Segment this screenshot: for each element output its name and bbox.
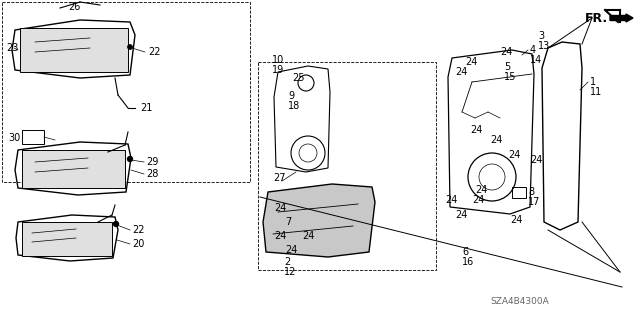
Text: 12: 12 (284, 267, 296, 277)
Bar (258, 62, 436, 270)
Text: 24: 24 (490, 135, 502, 145)
Text: 24: 24 (274, 231, 286, 241)
Text: FR.: FR. (585, 11, 608, 25)
Text: 27: 27 (273, 173, 285, 183)
Text: 26: 26 (68, 2, 81, 12)
Circle shape (127, 44, 132, 49)
Text: 2: 2 (284, 257, 291, 267)
Text: 4: 4 (530, 45, 536, 55)
Text: 11: 11 (590, 87, 602, 97)
Text: 23: 23 (6, 43, 19, 53)
Text: 24: 24 (472, 195, 484, 205)
Bar (22, 150, 125, 188)
Text: 24: 24 (475, 185, 488, 195)
Text: 24: 24 (302, 231, 314, 241)
Text: 7: 7 (285, 217, 291, 227)
Text: 24: 24 (455, 67, 467, 77)
Text: 18: 18 (288, 101, 300, 111)
Circle shape (113, 221, 118, 226)
Text: 22: 22 (148, 47, 161, 57)
Text: 24: 24 (455, 210, 467, 220)
Bar (22, 130, 44, 144)
Text: SZA4B4300A: SZA4B4300A (490, 298, 548, 307)
Text: 20: 20 (132, 239, 145, 249)
Text: 22: 22 (132, 225, 145, 235)
Text: 24: 24 (508, 150, 520, 160)
Text: 24: 24 (465, 57, 477, 67)
Text: 17: 17 (528, 197, 540, 207)
Text: 30: 30 (8, 133, 20, 143)
Circle shape (127, 157, 132, 161)
Bar (2, 2, 250, 182)
Text: 21: 21 (140, 103, 152, 113)
Text: 1: 1 (590, 77, 596, 87)
Bar (512, 187, 526, 198)
Text: 9: 9 (288, 91, 294, 101)
Text: 24: 24 (445, 195, 458, 205)
Bar (20, 28, 128, 72)
Text: 13: 13 (538, 41, 550, 51)
Bar (22, 222, 112, 256)
Text: 25: 25 (292, 73, 305, 83)
Text: 24: 24 (510, 215, 522, 225)
Text: 5: 5 (504, 62, 510, 72)
Text: 8: 8 (528, 187, 534, 197)
Text: 24: 24 (500, 47, 513, 57)
Text: 16: 16 (462, 257, 474, 267)
Text: 29: 29 (146, 157, 158, 167)
FancyArrow shape (610, 14, 633, 22)
Text: 14: 14 (530, 55, 542, 65)
Text: 24: 24 (274, 203, 286, 213)
Text: 6: 6 (462, 247, 468, 257)
Text: 24: 24 (285, 245, 298, 255)
Polygon shape (263, 184, 375, 257)
Text: 24: 24 (530, 155, 542, 165)
Text: 10: 10 (272, 55, 284, 65)
Text: 24: 24 (470, 125, 483, 135)
Text: 28: 28 (146, 169, 158, 179)
Text: 19: 19 (272, 65, 284, 75)
Text: 3: 3 (538, 31, 544, 41)
Text: 15: 15 (504, 72, 516, 82)
